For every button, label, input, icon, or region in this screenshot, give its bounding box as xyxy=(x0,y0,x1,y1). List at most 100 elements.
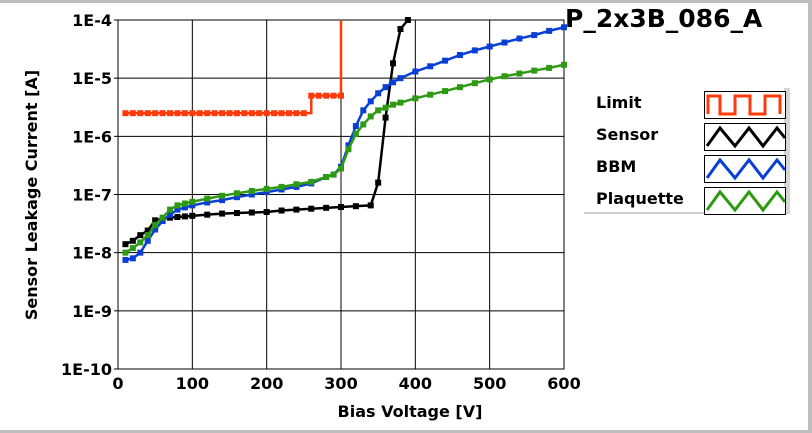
data-point xyxy=(390,79,397,86)
data-point xyxy=(248,209,255,216)
data-point xyxy=(330,92,337,99)
data-point xyxy=(129,245,136,252)
data-point xyxy=(293,110,300,117)
data-point xyxy=(516,70,523,77)
data-point xyxy=(390,60,397,67)
data-point xyxy=(204,195,211,202)
y-tick-label: 1E-5 xyxy=(72,69,112,88)
data-point xyxy=(152,226,159,233)
legend-item-plaquette[interactable]: Plaquette xyxy=(596,186,786,215)
data-point xyxy=(486,76,493,83)
data-point xyxy=(456,52,463,59)
data-point xyxy=(144,227,151,234)
x-tick-label: 500 xyxy=(473,374,506,393)
data-point xyxy=(308,178,315,185)
data-point xyxy=(352,123,359,130)
data-point xyxy=(323,92,330,99)
legend-swatch-square-wave xyxy=(704,91,786,119)
data-point xyxy=(189,202,196,209)
data-point xyxy=(315,92,322,99)
x-tick-label: 400 xyxy=(399,374,432,393)
data-point xyxy=(204,110,211,117)
y-tick-label: 1E-6 xyxy=(72,127,112,146)
data-point xyxy=(204,199,211,206)
data-point xyxy=(427,63,434,70)
data-point xyxy=(427,91,434,98)
data-point xyxy=(501,39,508,46)
data-point xyxy=(181,110,188,117)
x-tick-label: 100 xyxy=(176,374,209,393)
data-point xyxy=(144,110,151,117)
data-point xyxy=(122,249,129,256)
data-point xyxy=(226,110,233,117)
data-point xyxy=(367,202,374,209)
data-point xyxy=(345,146,352,153)
legend-swatch-triangle-wave xyxy=(704,123,786,151)
y-tick-label: 1E-9 xyxy=(72,302,112,321)
data-point xyxy=(390,101,397,108)
data-point xyxy=(152,217,159,224)
series-line xyxy=(124,63,565,254)
data-point xyxy=(219,210,226,217)
data-point xyxy=(129,255,136,262)
window-scrollbar[interactable] xyxy=(808,0,812,433)
data-point xyxy=(144,232,151,239)
data-point xyxy=(397,26,404,33)
data-point xyxy=(546,64,553,71)
data-point xyxy=(278,183,285,190)
data-point xyxy=(248,110,255,117)
data-point xyxy=(152,221,159,228)
legend-swatch-triangle-wave xyxy=(704,155,786,183)
legend-item-limit[interactable]: Limit xyxy=(596,90,786,119)
data-point xyxy=(456,84,463,91)
data-point xyxy=(382,104,389,111)
x-tick-label: 300 xyxy=(324,374,357,393)
legend-item-bbm[interactable]: BBM xyxy=(596,154,786,183)
series-plaquette xyxy=(122,61,567,256)
data-point xyxy=(167,211,174,218)
data-point xyxy=(323,173,330,180)
data-point xyxy=(181,213,188,220)
data-point xyxy=(233,210,240,217)
chart-title: P_2x3B_086_A xyxy=(565,4,763,33)
data-point xyxy=(278,207,285,214)
data-point xyxy=(404,17,411,23)
data-point xyxy=(442,88,449,95)
data-point xyxy=(382,114,389,121)
legend: Limit Sensor BBM Plaquette xyxy=(584,88,790,215)
x-tick-label: 200 xyxy=(250,374,283,393)
data-point xyxy=(219,197,226,204)
x-axis-label: Bias Voltage [V] xyxy=(338,402,483,421)
data-point xyxy=(338,92,344,99)
data-point xyxy=(211,110,218,117)
data-point xyxy=(338,203,344,210)
data-point xyxy=(204,211,211,218)
y-axis-label: Sensor Leakage Current [A] xyxy=(22,70,41,320)
data-point xyxy=(412,68,419,75)
data-point xyxy=(233,110,240,117)
data-point xyxy=(181,200,188,207)
legend-label: Limit xyxy=(596,93,642,112)
data-point xyxy=(531,67,538,74)
data-point xyxy=(167,110,174,117)
data-point xyxy=(471,80,478,87)
data-point xyxy=(263,189,270,196)
data-point xyxy=(152,110,159,117)
data-point xyxy=(159,110,166,117)
data-point xyxy=(263,110,270,117)
data-point xyxy=(189,212,196,219)
data-point xyxy=(122,256,129,263)
data-point xyxy=(241,110,248,117)
data-point xyxy=(360,107,367,114)
legend-item-sensor[interactable]: Sensor xyxy=(596,122,786,151)
data-point xyxy=(293,181,300,188)
data-point xyxy=(233,194,240,201)
data-point xyxy=(137,110,144,117)
data-point xyxy=(300,110,307,117)
data-point xyxy=(129,110,136,117)
y-tick-label: 1E-8 xyxy=(72,244,112,263)
series-limit xyxy=(122,20,344,117)
data-point xyxy=(233,190,240,197)
data-point xyxy=(360,121,367,128)
